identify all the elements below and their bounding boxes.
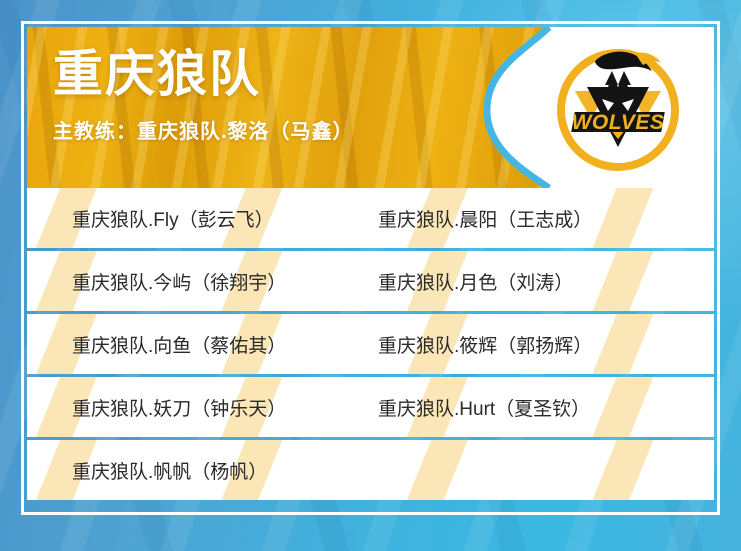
table-row[interactable]: 重庆狼队.帆帆（杨帆） <box>27 440 714 500</box>
player-name-left: 重庆狼队.今屿（徐翔宇） <box>72 272 287 294</box>
player-name-left: 重庆狼队.Fly（彭云飞） <box>72 209 274 231</box>
player-name-right: 重庆狼队.筱辉（郭扬辉） <box>378 335 593 357</box>
player-name-right: 重庆狼队.月色（刘涛） <box>378 272 574 294</box>
poster-header: 重庆狼队 主教练：重庆狼队.黎洛（马鑫） <box>27 27 714 188</box>
head-coach-line: 主教练：重庆狼队.黎洛（马鑫） <box>53 121 354 143</box>
roster-list: 重庆狼队.Fly（彭云飞） 重庆狼队.晨阳（王志成） 重庆狼队.今屿（徐翔宇） … <box>27 188 714 509</box>
wolves-logo-icon: WOLVES <box>557 49 679 171</box>
player-name-right: 重庆狼队.Hurt（夏圣钦） <box>378 398 591 420</box>
table-row[interactable]: 重庆狼队.Fly（彭云飞） 重庆狼队.晨阳（王志成） <box>27 188 714 248</box>
player-name-left: 重庆狼队.向鱼（蔡佑其） <box>72 335 287 357</box>
poster-card: 重庆狼队 主教练：重庆狼队.黎洛（马鑫） <box>27 27 714 509</box>
logo-wordmark: WOLVES <box>572 111 665 134</box>
player-name-right: 重庆狼队.晨阳（王志成） <box>378 209 593 231</box>
poster-frame-border <box>21 21 720 515</box>
table-row[interactable]: 重庆狼队.向鱼（蔡佑其） 重庆狼队.筱辉（郭扬辉） <box>27 314 714 374</box>
logo-tail-accent <box>595 51 652 71</box>
page-title: 重庆狼队 <box>53 46 261 102</box>
table-row[interactable]: 重庆狼队.今屿（徐翔宇） 重庆狼队.月色（刘涛） <box>27 251 714 311</box>
player-name-left: 重庆狼队.妖刀（钟乐天） <box>72 398 287 420</box>
player-name-left: 重庆狼队.帆帆（杨帆） <box>72 461 268 483</box>
table-row[interactable]: 重庆狼队.妖刀（钟乐天） 重庆狼队.Hurt（夏圣钦） <box>27 377 714 437</box>
